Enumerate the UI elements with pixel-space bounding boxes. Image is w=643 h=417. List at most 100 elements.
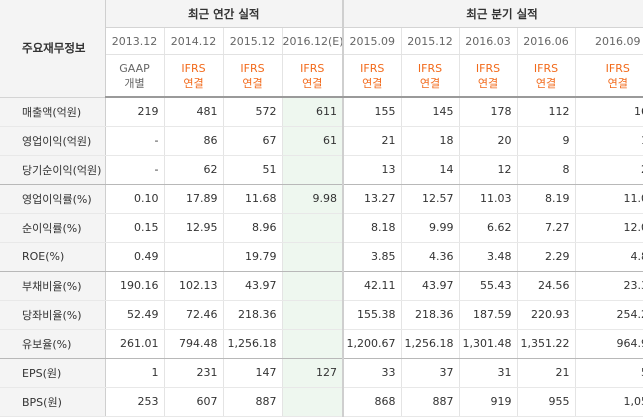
standard-type: IFRS bbox=[360, 61, 385, 75]
data-cell: 23.37 bbox=[575, 271, 643, 301]
table-row: 유보율(%) 261.01 794.48 1,256.18 1,200.67 1,256.… bbox=[0, 329, 643, 359]
standard-header: IFRS 연결 bbox=[223, 54, 283, 98]
data-cell: 190.16 bbox=[105, 271, 165, 301]
data-cell: 11.03 bbox=[459, 184, 518, 214]
row-label: 순이익률(%) bbox=[0, 213, 106, 243]
table-row: 부채비율(%) 190.16 102.13 43.97 42.11 43.97 55.43 2… bbox=[0, 271, 643, 301]
standard-header-row: GAAP 개별 IFRS 연결 IFRS 연결 IFRS 연결 IFRS 연결 IFRS 연… bbox=[0, 54, 643, 98]
data-cell: 50 bbox=[575, 358, 643, 388]
data-cell: 218.36 bbox=[223, 300, 283, 330]
period-header: 2015.12 bbox=[401, 27, 460, 55]
data-cell: 112 bbox=[517, 97, 576, 127]
data-cell: 887 bbox=[401, 387, 460, 417]
data-cell: 33 bbox=[342, 358, 402, 388]
standard-type: IFRS bbox=[533, 61, 559, 75]
group-header-row: 주요재무정보 최근 연간 실적 최근 분기 실적 bbox=[0, 0, 643, 98]
standard-header: IFRS 연결 bbox=[342, 54, 402, 98]
data-cell: 253 bbox=[105, 387, 165, 417]
data-cell: 43.97 bbox=[223, 271, 283, 301]
data-cell bbox=[282, 387, 343, 417]
data-cell: 12.57 bbox=[401, 184, 460, 214]
table-body: 매출액(억원)219481572611155145178112168영업이익(억… bbox=[0, 97, 643, 417]
table-row: EPS(원)12311471273337312150 bbox=[0, 358, 643, 388]
data-cell: 147 bbox=[223, 358, 283, 388]
table-row: ROE(%)0.49 19.79 3.854.363.482.294.87 bbox=[0, 242, 643, 272]
data-cell: 0.10 bbox=[105, 184, 165, 214]
data-cell: 37 bbox=[401, 358, 460, 388]
standard-header: IFRS 연결 bbox=[459, 54, 518, 98]
data-cell: 127 bbox=[282, 358, 343, 388]
standard-scope: 연결 bbox=[302, 76, 323, 90]
data-cell: 17.89 bbox=[164, 184, 224, 214]
data-cell: 611 bbox=[282, 97, 343, 127]
data-cell: 19 bbox=[575, 126, 643, 156]
standard-scope: 연결 bbox=[183, 76, 204, 90]
standard-header: IFRS 연결 bbox=[164, 54, 224, 98]
data-cell: 3.85 bbox=[342, 242, 402, 272]
data-cell: 794.48 bbox=[164, 329, 224, 359]
data-cell: 11.68 bbox=[223, 184, 283, 214]
table-row: 당좌비율(%) 52.49 72.46 218.36 155.38 218.36 187.5… bbox=[0, 300, 643, 330]
data-cell: 21 bbox=[517, 358, 576, 388]
data-cell bbox=[282, 242, 343, 272]
data-cell: 964.96 bbox=[575, 329, 643, 359]
standard-type: IFRS bbox=[240, 61, 265, 75]
data-cell: 20 bbox=[575, 155, 643, 185]
period-header: 2015.09 bbox=[342, 27, 402, 55]
period-header: 2013.12 bbox=[105, 27, 165, 55]
data-cell: 919 bbox=[459, 387, 518, 417]
data-cell: 8.96 bbox=[223, 213, 283, 243]
data-cell: 13.27 bbox=[342, 184, 402, 214]
data-cell: 0.49 bbox=[105, 242, 165, 272]
row-label: 부채비율(%) bbox=[0, 271, 106, 301]
standard-type: GAAP bbox=[119, 61, 150, 75]
data-cell bbox=[282, 155, 343, 185]
data-cell: 8.18 bbox=[342, 213, 402, 243]
corner-label: 주요재무정보 bbox=[0, 0, 106, 98]
data-cell: 254.23 bbox=[575, 300, 643, 330]
data-cell: 1,256.18 bbox=[401, 329, 460, 359]
data-cell: 8.19 bbox=[517, 184, 576, 214]
data-cell: 31 bbox=[459, 358, 518, 388]
data-cell: 4.87 bbox=[575, 242, 643, 272]
period-header: 2016.09 bbox=[575, 27, 643, 55]
standard-type: IFRS bbox=[417, 61, 443, 75]
data-cell: - bbox=[105, 155, 165, 185]
data-cell: 72.46 bbox=[164, 300, 224, 330]
data-cell: 6.62 bbox=[459, 213, 518, 243]
data-cell: 14 bbox=[401, 155, 460, 185]
standard-header: IFRS 연결 bbox=[401, 54, 460, 98]
standard-type: IFRS bbox=[181, 61, 206, 75]
row-label: 당좌비율(%) bbox=[0, 300, 106, 330]
row-label: ROE(%) bbox=[0, 242, 106, 272]
standard-type: IFRS bbox=[475, 61, 501, 75]
data-cell: 42.11 bbox=[342, 271, 402, 301]
standard-scope: 연결 bbox=[477, 76, 499, 90]
data-cell: 231 bbox=[164, 358, 224, 388]
table-row: 영업이익(억원)-866761211820919 bbox=[0, 126, 643, 156]
standard-scope: 연결 bbox=[535, 76, 557, 90]
data-cell: 7.27 bbox=[517, 213, 576, 243]
data-cell: 481 bbox=[164, 97, 224, 127]
period-header: 2016.03 bbox=[459, 27, 518, 55]
data-cell bbox=[282, 213, 343, 243]
data-cell: 2.29 bbox=[517, 242, 576, 272]
data-cell bbox=[282, 271, 343, 301]
table-row: 영업이익률(%) 0.10 17.89 11.68 9.98 13.27 12.57 11.0… bbox=[0, 184, 643, 214]
data-cell: 43.97 bbox=[401, 271, 460, 301]
period-header: 2015.12 bbox=[223, 27, 283, 55]
data-cell: 155.38 bbox=[342, 300, 402, 330]
data-cell: 887 bbox=[223, 387, 283, 417]
data-cell: 187.59 bbox=[459, 300, 518, 330]
standard-header: GAAP 개별 bbox=[105, 54, 165, 98]
row-label: 당기순이익(억원) bbox=[0, 155, 106, 185]
data-cell: 219 bbox=[105, 97, 165, 127]
data-cell: 168 bbox=[575, 97, 643, 127]
data-cell: 607 bbox=[164, 387, 224, 417]
data-cell: 955 bbox=[517, 387, 576, 417]
data-cell: 1,256.18 bbox=[223, 329, 283, 359]
data-cell: 18 bbox=[401, 126, 460, 156]
data-cell: 155 bbox=[342, 97, 402, 127]
